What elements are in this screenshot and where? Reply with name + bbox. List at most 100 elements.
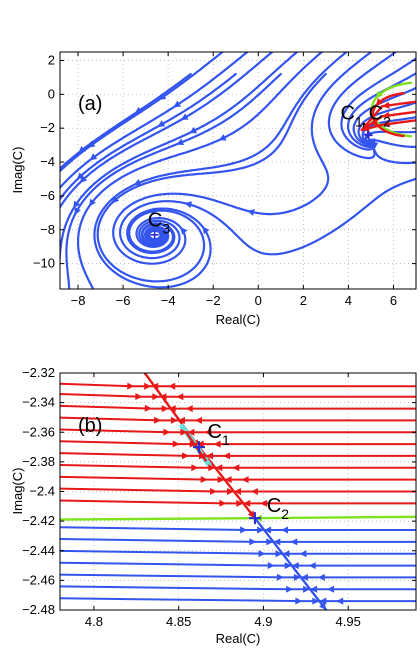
- stream-arrowhead: [273, 538, 281, 546]
- stream-arrowhead: [282, 550, 290, 558]
- y-tick-label: 2: [48, 52, 55, 67]
- point-annotation: ,: [361, 108, 367, 130]
- stream-arrowhead: [189, 440, 197, 448]
- stream-arrowhead: [79, 175, 88, 183]
- stream-arrowhead: [176, 138, 184, 146]
- stream-arrowhead: [184, 201, 192, 209]
- streamline: [77, 52, 324, 289]
- stream-arrowhead: [134, 106, 143, 114]
- stream-arrowhead: [241, 476, 249, 484]
- stream-arrowhead: [317, 573, 325, 581]
- x-tick-label: 4.95: [336, 614, 361, 629]
- stream-arrowhead: [152, 393, 160, 401]
- ylabel-b: Imag(C): [10, 468, 25, 515]
- separatrix-green: [370, 81, 413, 138]
- stream-arrowhead: [236, 499, 244, 507]
- stream-arrowhead: [161, 405, 169, 413]
- fixed-point-marker: [248, 512, 261, 525]
- stream-arrowhead: [267, 562, 275, 569]
- stream-arrowhead: [196, 440, 204, 448]
- xlabel-b: Real(C): [216, 631, 261, 646]
- stream-arrowhead: [234, 488, 241, 495]
- stream-arrowhead: [180, 428, 188, 436]
- axes-frame-a: [59, 51, 417, 290]
- stream-arrowhead: [362, 137, 370, 144]
- stream-arrowhead: [51, 103, 59, 110]
- stream-arrowhead: [247, 510, 255, 519]
- stream-arrowhead: [258, 550, 266, 558]
- stream-blue-left: [60, 585, 312, 591]
- x-tick-label: −2: [206, 293, 221, 308]
- stream-arrowhead: [157, 120, 166, 127]
- y-tick-label: −2.36: [22, 424, 55, 439]
- stream-arrowhead: [135, 393, 143, 400]
- stream-red-left: [60, 499, 245, 505]
- stream-arrowhead: [78, 146, 86, 154]
- stream-arrowhead: [50, 170, 57, 178]
- stream-red-left: [60, 475, 226, 481]
- stream-arrowhead: [89, 198, 96, 207]
- stream-arrowhead: [264, 526, 272, 534]
- stream-arrowhead: [250, 488, 258, 495]
- stream-arrowhead: [310, 585, 318, 593]
- stream-arrowhead: [158, 93, 167, 100]
- stream-arrowhead: [133, 179, 142, 186]
- stream-arrowhead: [257, 526, 265, 534]
- streamline: [60, 72, 237, 201]
- stream-blue-left: [60, 573, 302, 579]
- y-tick-label: −6: [40, 188, 55, 203]
- stream-arrowhead: [74, 207, 81, 215]
- stream-arrowhead: [312, 597, 320, 605]
- separatrix-green: [60, 515, 416, 521]
- ticks-b: 4.8 4.85 4.9 4.95 −2.32 −2.34 −2.36 −2.38 −2.4 −2…: [22, 365, 416, 629]
- x-tick-label: 6: [390, 293, 397, 308]
- x-tick-label: 4.9: [254, 614, 272, 629]
- stream-arrowhead: [382, 101, 390, 109]
- stream-blue-left: [60, 549, 284, 555]
- stream-arrowhead: [213, 440, 221, 448]
- stream-arrowhead: [202, 226, 210, 235]
- stream-arrowhead: [243, 499, 251, 507]
- stream-arrowhead: [217, 476, 225, 484]
- stream-arrowhead: [189, 126, 198, 134]
- y-tick-label: −2.32: [22, 365, 55, 380]
- stream-red-left: [60, 382, 153, 388]
- y-tick-label: −2.38: [22, 454, 55, 469]
- y-tick-label: −2.42: [22, 513, 55, 528]
- stream-arrowhead: [319, 602, 327, 610]
- x-tick-label: 0: [255, 293, 262, 308]
- stream-arrowhead: [286, 585, 294, 593]
- stream-arrowhead: [206, 452, 213, 460]
- ticks-a: −8 −6 −4 −2 0 2 4 6 2 0 −2 −4 −6 −8 −10: [33, 52, 416, 308]
- stream-arrowhead: [376, 98, 384, 106]
- stream-arrowhead: [171, 416, 178, 424]
- stream-arrowhead: [382, 120, 390, 128]
- stream-arrowhead: [361, 124, 370, 132]
- x-tick-label: 2: [300, 293, 307, 308]
- stream-arrowhead: [308, 562, 316, 570]
- streamline: [65, 72, 282, 289]
- stream-arrowhead: [195, 416, 202, 424]
- streamline: [60, 72, 192, 171]
- stream-arrowhead: [227, 488, 234, 495]
- streamline: [60, 52, 274, 210]
- streamline: [93, 52, 349, 289]
- x-tick-label: −6: [116, 293, 131, 308]
- stream-arrowhead: [327, 585, 334, 593]
- stream-arrowhead: [223, 452, 230, 460]
- x-tick-label: 4: [345, 293, 352, 308]
- stream-arrowhead: [182, 452, 190, 460]
- x-tick-label: −8: [71, 293, 86, 308]
- stream-arrowhead: [159, 393, 167, 401]
- y-tick-label: −10: [33, 256, 55, 271]
- stream-arrowhead: [275, 550, 283, 558]
- stream-arrowhead: [154, 416, 162, 424]
- ylabel-a: Imag(C): [10, 147, 25, 194]
- stream-arrowhead: [176, 393, 184, 401]
- stream-arrowhead: [260, 499, 268, 507]
- stream-red-left: [60, 392, 161, 398]
- y-tick-label: −2.4: [29, 484, 55, 499]
- stream-arrowhead: [218, 134, 227, 141]
- streamlines-a: [50, 52, 416, 289]
